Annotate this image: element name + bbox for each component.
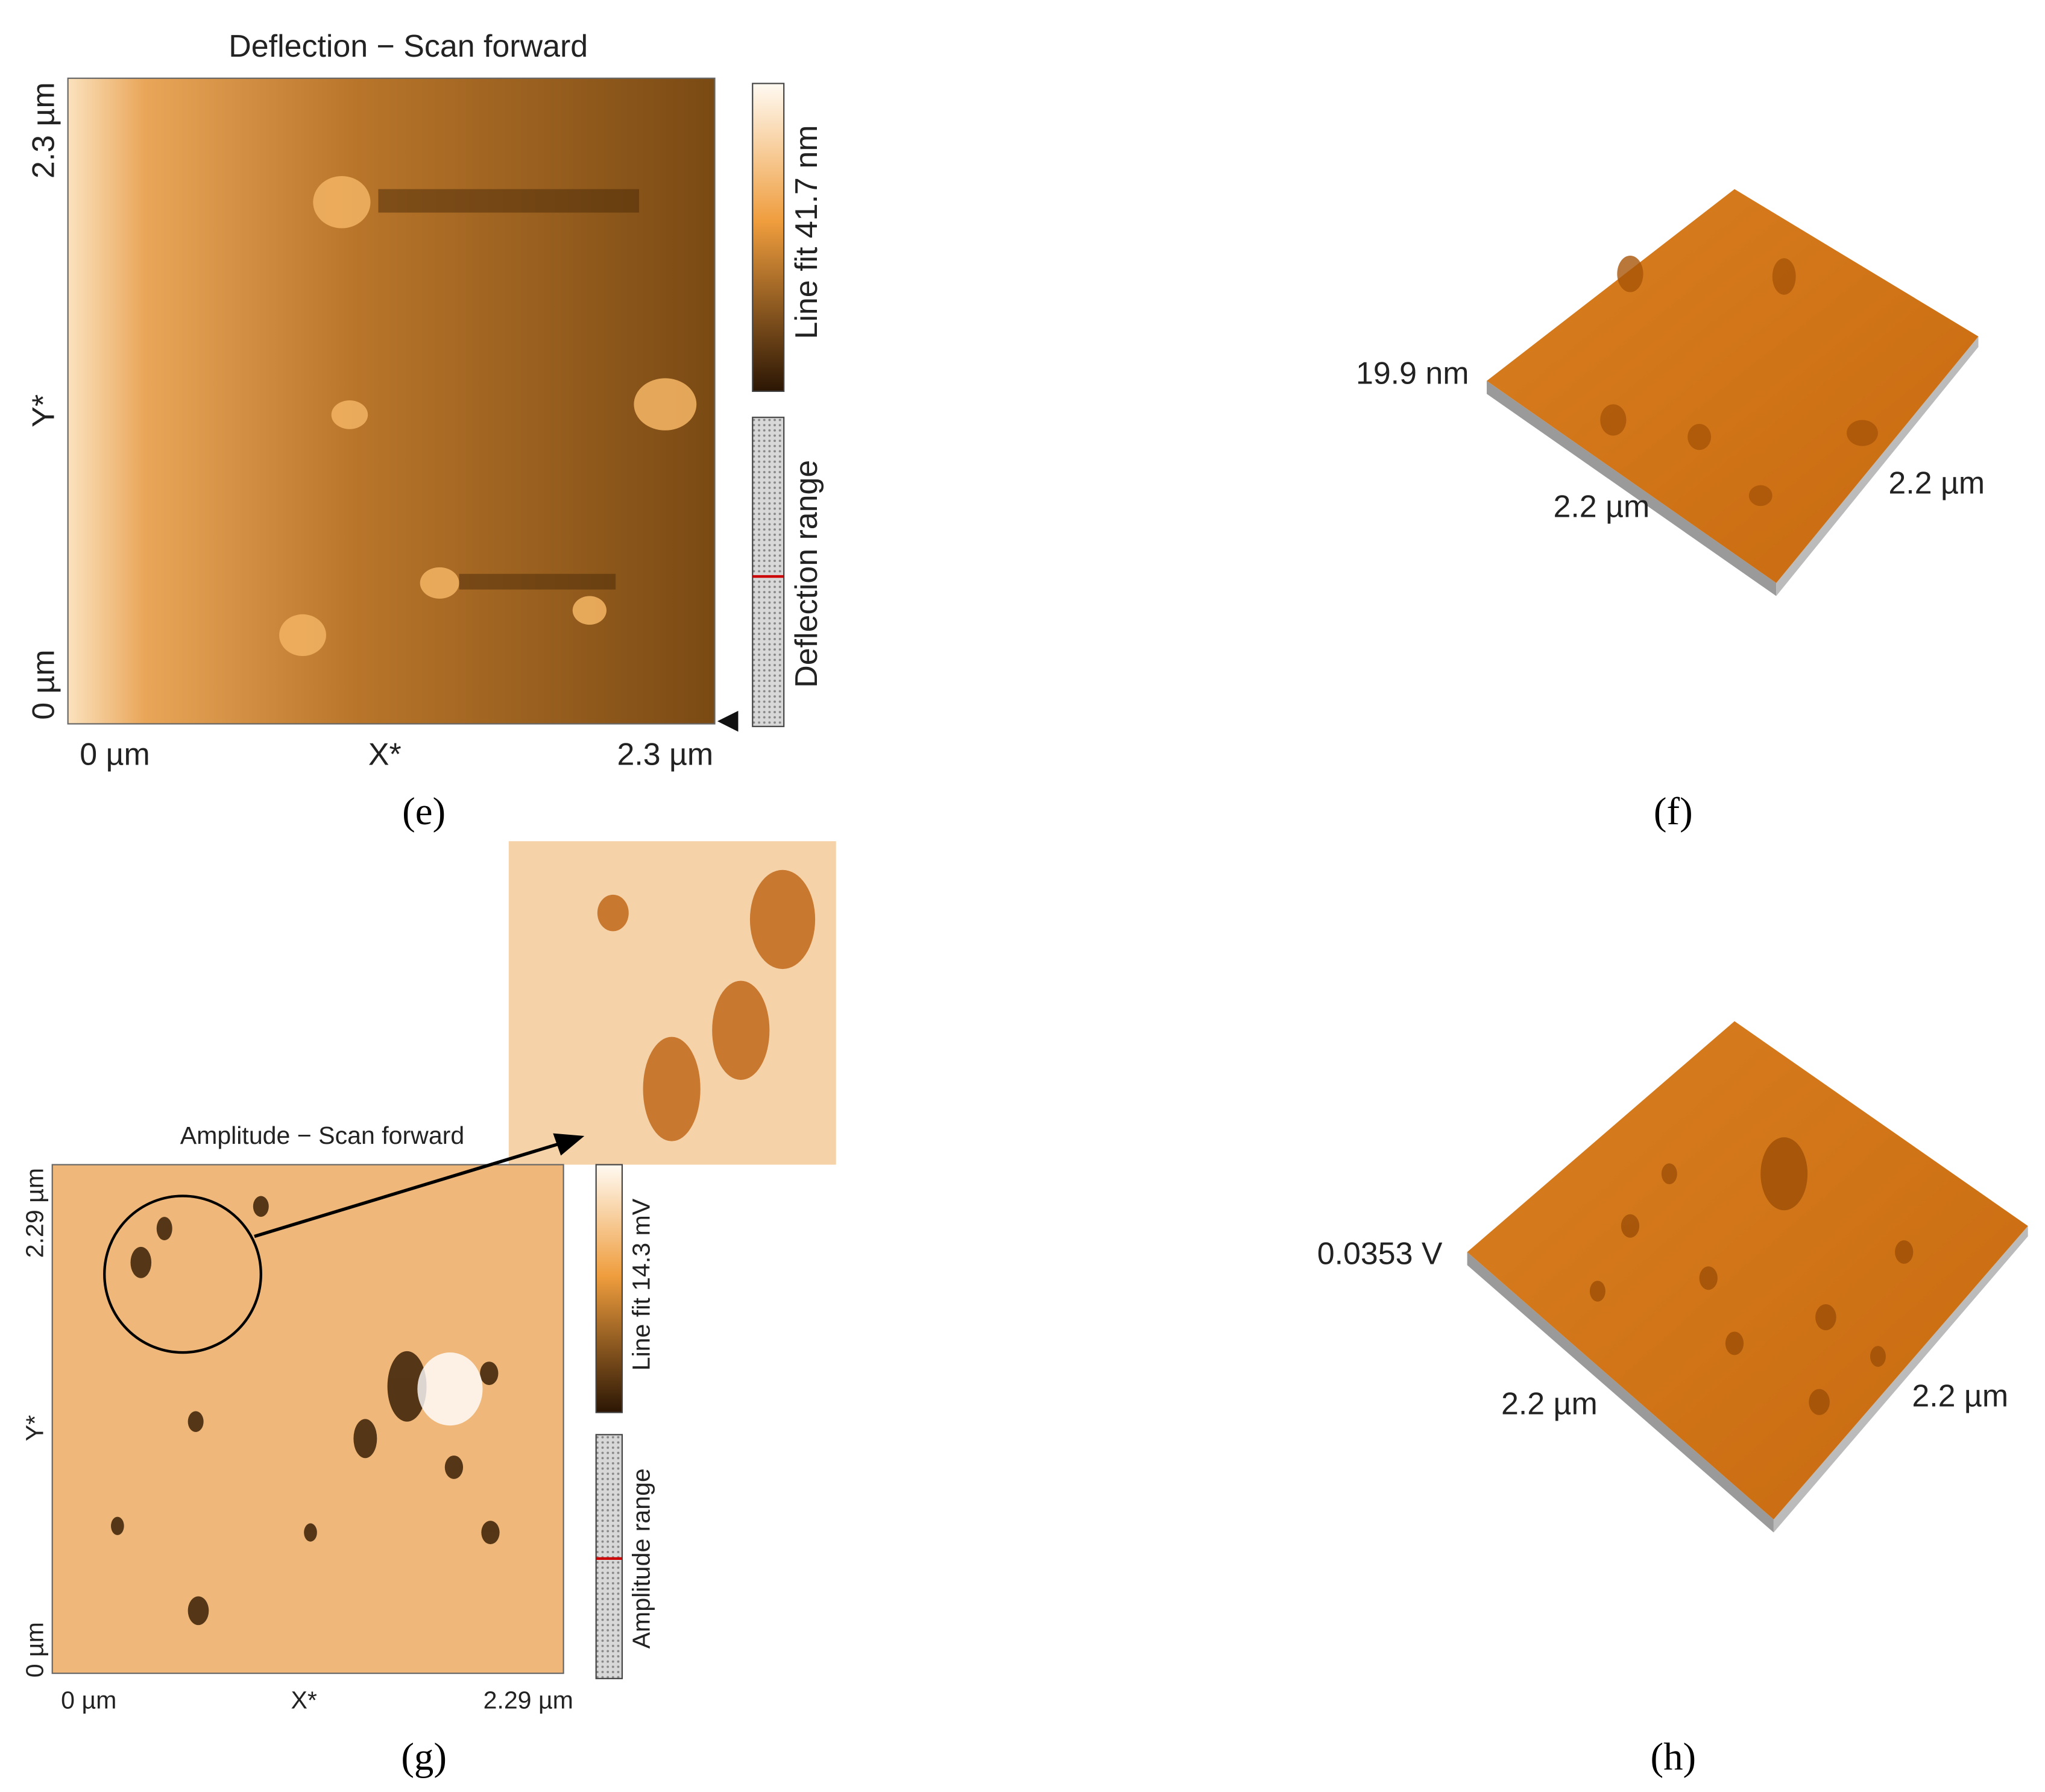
y-tick: 2.3 µm [27,82,61,178]
y-tick: Y* [27,394,61,427]
x-tick: 0 µm [61,1686,116,1714]
panel-h: 0.0353 V 2.2 µm 2.2 µm (h) [1317,1021,2028,1779]
range-bar [595,1434,623,1679]
y-tick: Y* [21,1415,49,1441]
colorbar-label: Line fit 41.7 nm [789,125,824,339]
surface [1487,189,1979,583]
y-label: 2.2 µm [1912,1378,2008,1413]
afm-image [67,77,716,725]
panel-e: Deflection − Scan forward 2.3 µm Y* 0 µm… [27,29,824,833]
x-tick: 2.29 µm [484,1686,573,1714]
panel-label: (f) [1654,790,1693,833]
colorbar [752,83,785,392]
x-tick: 0 µm [80,737,150,772]
colorbar-label: Line fit 14.3 mV [627,1198,655,1371]
panel-label: (g) [401,1735,447,1779]
range-bar [752,417,785,727]
y-label: 2.2 µm [1888,465,1985,500]
z-label: 0.0353 V [1317,1237,1443,1272]
surface [1467,1021,2028,1519]
title: Amplitude − Scan forward [180,1122,464,1149]
range-label: Amplitude range [627,1468,655,1648]
panel-label: (h) [1651,1735,1697,1779]
x-label: 2.2 µm [1501,1386,1598,1421]
y-tick: 0 µm [21,1622,49,1677]
panel-label: (e) [402,790,446,833]
features [279,176,697,657]
panel-g: Amplitude − Scan forward 2.29 µm Y* 0 µm… [21,841,836,1779]
title: Deflection − Scan forward [228,29,588,64]
x-tick: X* [291,1686,317,1714]
y-tick: 2.29 µm [21,1168,49,1258]
range-label: Deflection range [789,460,824,688]
afm-image [51,1164,564,1674]
x-tick: 2.3 µm [617,737,713,772]
x-label: 2.2 µm [1554,489,1650,524]
z-label: 19.9 nm [1356,356,1469,391]
panel-f: 19.9 nm 2.2 µm 2.2 µm (f) [1356,189,1985,833]
x-tick: X* [368,737,402,772]
colorbar [595,1164,623,1413]
y-tick: 0 µm [27,649,61,719]
